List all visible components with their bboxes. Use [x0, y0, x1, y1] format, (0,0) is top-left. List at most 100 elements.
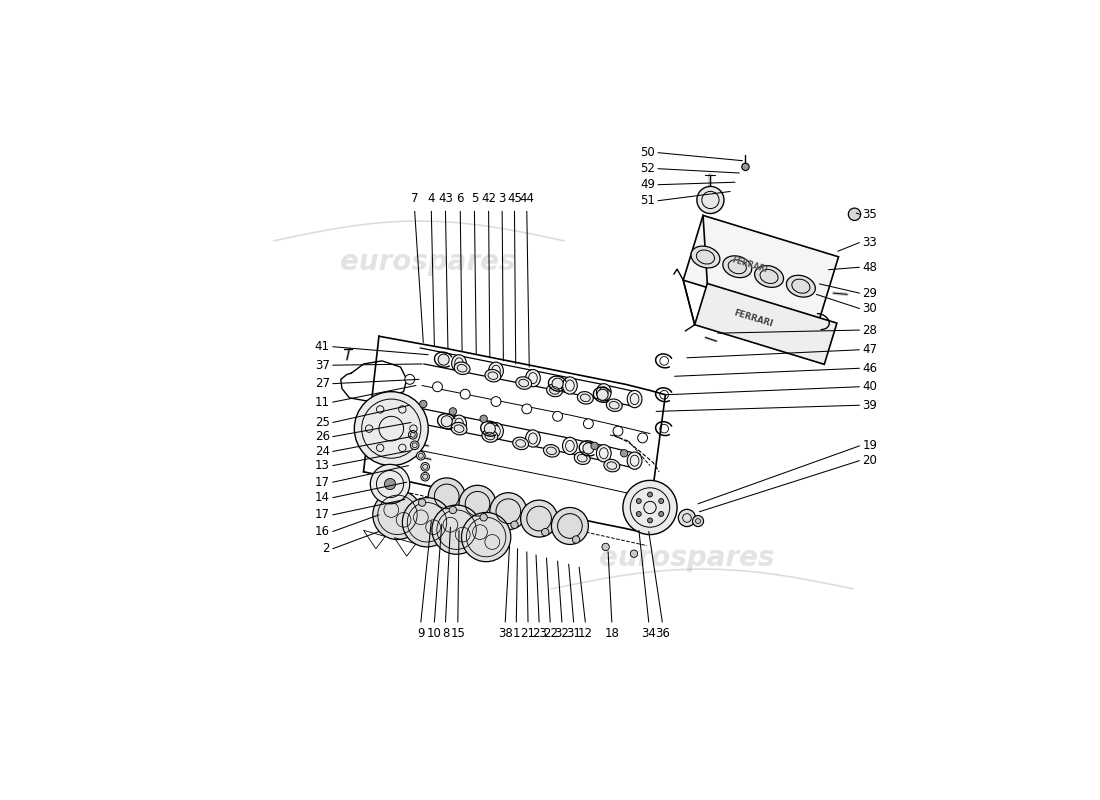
- Ellipse shape: [604, 459, 619, 472]
- Circle shape: [679, 510, 695, 526]
- Circle shape: [602, 543, 609, 550]
- Circle shape: [373, 490, 422, 539]
- Circle shape: [648, 492, 652, 497]
- Text: 10: 10: [427, 627, 442, 640]
- Circle shape: [630, 550, 638, 558]
- Circle shape: [552, 411, 562, 422]
- Text: 26: 26: [315, 430, 330, 443]
- Circle shape: [583, 418, 593, 429]
- Circle shape: [419, 400, 427, 408]
- Text: 28: 28: [862, 323, 878, 337]
- Text: 31: 31: [566, 627, 581, 640]
- Text: eurospares: eurospares: [600, 544, 774, 572]
- Text: 51: 51: [640, 194, 654, 207]
- Circle shape: [405, 374, 415, 384]
- Circle shape: [693, 515, 704, 526]
- Circle shape: [648, 518, 652, 523]
- Text: FERRARI: FERRARI: [730, 256, 769, 275]
- Text: 18: 18: [604, 627, 619, 640]
- Ellipse shape: [723, 256, 751, 278]
- Circle shape: [541, 529, 549, 536]
- Text: 11: 11: [315, 396, 330, 409]
- Circle shape: [403, 498, 452, 547]
- Text: 50: 50: [640, 146, 654, 159]
- Text: 2: 2: [322, 542, 330, 555]
- Text: 37: 37: [315, 358, 330, 372]
- Ellipse shape: [596, 384, 612, 401]
- Circle shape: [623, 480, 678, 534]
- Text: 38: 38: [498, 627, 513, 640]
- Ellipse shape: [574, 452, 591, 465]
- Text: 8: 8: [442, 627, 449, 640]
- Ellipse shape: [786, 275, 815, 297]
- Text: 7: 7: [411, 192, 418, 205]
- Circle shape: [551, 507, 588, 545]
- Circle shape: [484, 423, 495, 434]
- Text: 23: 23: [531, 627, 547, 640]
- Ellipse shape: [547, 384, 562, 397]
- Text: 17: 17: [315, 508, 330, 522]
- Text: 12: 12: [578, 627, 593, 640]
- Text: 45: 45: [507, 192, 521, 205]
- Circle shape: [583, 443, 594, 454]
- Circle shape: [697, 186, 724, 214]
- Circle shape: [620, 450, 628, 457]
- Text: 1: 1: [513, 627, 520, 640]
- Text: 34: 34: [641, 627, 657, 640]
- Circle shape: [418, 499, 426, 506]
- Circle shape: [460, 390, 470, 399]
- Circle shape: [432, 505, 481, 554]
- Polygon shape: [683, 215, 838, 322]
- Circle shape: [421, 462, 429, 471]
- Circle shape: [385, 478, 396, 490]
- Circle shape: [520, 500, 558, 537]
- Circle shape: [597, 390, 608, 400]
- Circle shape: [421, 472, 429, 481]
- Text: 43: 43: [438, 192, 453, 205]
- Text: 19: 19: [862, 439, 878, 452]
- Text: 41: 41: [315, 340, 330, 354]
- Circle shape: [552, 378, 563, 390]
- Circle shape: [659, 498, 663, 503]
- Text: 6: 6: [456, 192, 464, 205]
- Text: 17: 17: [315, 476, 330, 489]
- Ellipse shape: [691, 246, 719, 268]
- Ellipse shape: [451, 422, 468, 435]
- Circle shape: [480, 514, 487, 521]
- Text: FERRARI: FERRARI: [733, 309, 774, 329]
- Circle shape: [521, 404, 531, 414]
- Circle shape: [848, 208, 860, 221]
- Circle shape: [459, 486, 496, 522]
- Text: 16: 16: [315, 525, 330, 538]
- Circle shape: [490, 493, 527, 530]
- Ellipse shape: [488, 422, 504, 440]
- Ellipse shape: [596, 445, 612, 462]
- Ellipse shape: [627, 452, 642, 470]
- Text: 20: 20: [862, 454, 878, 467]
- Text: 46: 46: [862, 362, 878, 374]
- Ellipse shape: [543, 445, 560, 457]
- Circle shape: [636, 511, 641, 517]
- Ellipse shape: [485, 370, 501, 382]
- Circle shape: [441, 416, 452, 426]
- Circle shape: [417, 451, 425, 460]
- Ellipse shape: [562, 438, 578, 454]
- Circle shape: [462, 513, 510, 562]
- Text: 3: 3: [498, 192, 506, 205]
- Text: 14: 14: [315, 491, 330, 504]
- Ellipse shape: [562, 377, 578, 394]
- Circle shape: [636, 498, 641, 503]
- Text: 35: 35: [862, 208, 878, 221]
- Circle shape: [438, 354, 449, 365]
- Text: 47: 47: [862, 343, 878, 356]
- Circle shape: [428, 478, 465, 515]
- Text: 15: 15: [450, 627, 465, 640]
- Text: 49: 49: [640, 178, 654, 191]
- Ellipse shape: [755, 266, 783, 287]
- Circle shape: [510, 521, 518, 529]
- Circle shape: [613, 426, 623, 436]
- Circle shape: [741, 163, 749, 170]
- Text: 29: 29: [862, 286, 878, 300]
- Text: 39: 39: [862, 398, 878, 412]
- Ellipse shape: [606, 399, 623, 411]
